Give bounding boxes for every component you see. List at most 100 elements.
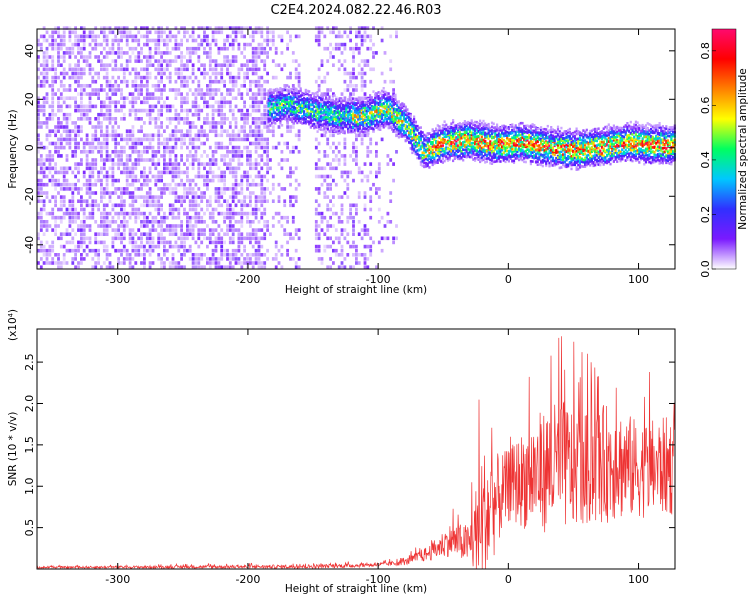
noise-cell bbox=[206, 84, 209, 88]
noise-cell bbox=[217, 145, 221, 150]
ridge-cell bbox=[353, 124, 356, 127]
noise-cell bbox=[237, 162, 241, 166]
ridge-cell bbox=[379, 103, 382, 106]
ridge-cell bbox=[375, 106, 378, 109]
noise-cell bbox=[234, 137, 238, 142]
noise-cell bbox=[82, 232, 86, 236]
ridge-cell bbox=[374, 103, 377, 106]
noise-cell bbox=[211, 162, 215, 166]
noise-cell bbox=[340, 51, 344, 55]
noise-cell bbox=[111, 158, 115, 162]
noise-cell bbox=[145, 215, 149, 220]
ridge-cell bbox=[413, 115, 416, 119]
noise-cell bbox=[226, 117, 229, 121]
noise-cell bbox=[54, 203, 57, 208]
ridge-cell bbox=[384, 110, 387, 114]
ridge-cell bbox=[377, 123, 380, 126]
noise-cell bbox=[332, 26, 335, 30]
noise-cell bbox=[217, 195, 221, 199]
noise-cell bbox=[100, 232, 103, 236]
noise-cell bbox=[186, 30, 189, 35]
noise-cell bbox=[48, 224, 52, 228]
noise-cell bbox=[228, 100, 232, 105]
noise-cell bbox=[317, 166, 321, 171]
noise-cell bbox=[240, 162, 244, 166]
noise-cell bbox=[120, 67, 123, 72]
noise-cell bbox=[77, 261, 80, 265]
noise-cell bbox=[363, 207, 367, 212]
noise-cell bbox=[177, 244, 181, 249]
noise-cell bbox=[183, 236, 186, 241]
noise-cell bbox=[128, 257, 132, 261]
noise-cell bbox=[102, 207, 106, 212]
noise-cell bbox=[203, 265, 206, 269]
noise-cell bbox=[65, 154, 69, 158]
noise-cell bbox=[349, 26, 352, 30]
noise-cell bbox=[140, 46, 143, 51]
ridge-cell bbox=[380, 93, 384, 97]
noise-cell bbox=[145, 174, 149, 179]
noise-cell bbox=[134, 46, 138, 51]
ridge-cell bbox=[355, 120, 358, 124]
noise-cell bbox=[340, 154, 344, 158]
ridge-cell bbox=[314, 102, 318, 105]
noise-cell bbox=[131, 240, 135, 245]
ridge-cell bbox=[299, 87, 302, 90]
noise-cell bbox=[37, 38, 40, 43]
noise-cell bbox=[249, 129, 252, 133]
noise-cell bbox=[122, 34, 126, 39]
ridge-cell bbox=[267, 120, 270, 123]
ridge-cell bbox=[348, 119, 351, 122]
noise-cell bbox=[122, 257, 126, 261]
noise-cell bbox=[165, 51, 169, 55]
noise-cell bbox=[203, 51, 206, 55]
noise-cell bbox=[243, 100, 246, 105]
noise-cell bbox=[228, 104, 232, 109]
noise-cell bbox=[102, 240, 106, 245]
noise-cell bbox=[355, 207, 358, 212]
noise-cell bbox=[217, 71, 221, 76]
noise-cell bbox=[237, 257, 241, 261]
noise-cell bbox=[191, 207, 195, 212]
ridge-cell bbox=[357, 115, 360, 119]
ridge-cell bbox=[357, 129, 360, 133]
noise-cell bbox=[211, 253, 215, 257]
noise-cell bbox=[355, 244, 358, 249]
ridge-cell bbox=[343, 123, 346, 126]
ridge-cell bbox=[275, 92, 279, 95]
noise-cell bbox=[131, 100, 135, 105]
ridge-cell bbox=[392, 107, 395, 111]
noise-cell bbox=[163, 84, 166, 88]
noise-cell bbox=[117, 84, 120, 88]
noise-cell bbox=[177, 195, 181, 199]
noise-cell bbox=[77, 84, 80, 88]
noise-cell bbox=[337, 240, 341, 245]
noise-cell bbox=[151, 55, 155, 59]
noise-cell bbox=[214, 141, 218, 146]
noise-cell bbox=[197, 253, 201, 257]
noise-cell bbox=[105, 154, 109, 158]
ridge-cell bbox=[379, 100, 382, 104]
noise-cell bbox=[246, 236, 249, 241]
ridge-cell bbox=[345, 113, 348, 117]
noise-cell bbox=[111, 203, 115, 208]
noise-cell bbox=[108, 121, 112, 125]
noise-cell bbox=[203, 232, 206, 236]
noise-cell bbox=[186, 248, 189, 253]
noise-cell bbox=[80, 71, 83, 76]
ridge-cell bbox=[392, 120, 395, 124]
noise-cell bbox=[231, 170, 235, 175]
noise-cell bbox=[254, 166, 258, 171]
ridge-cell bbox=[377, 109, 380, 112]
ridge-cell bbox=[292, 90, 296, 93]
ridge-cell bbox=[347, 98, 350, 101]
ridge-cell bbox=[365, 127, 368, 131]
noise-cell bbox=[77, 141, 80, 146]
noise-cell bbox=[62, 75, 66, 80]
noise-cell bbox=[165, 63, 169, 67]
noise-cell bbox=[246, 71, 249, 76]
noise-cell bbox=[297, 129, 301, 133]
noise-cell bbox=[108, 195, 112, 199]
noise-cell bbox=[266, 38, 269, 43]
noise-cell bbox=[140, 195, 143, 199]
